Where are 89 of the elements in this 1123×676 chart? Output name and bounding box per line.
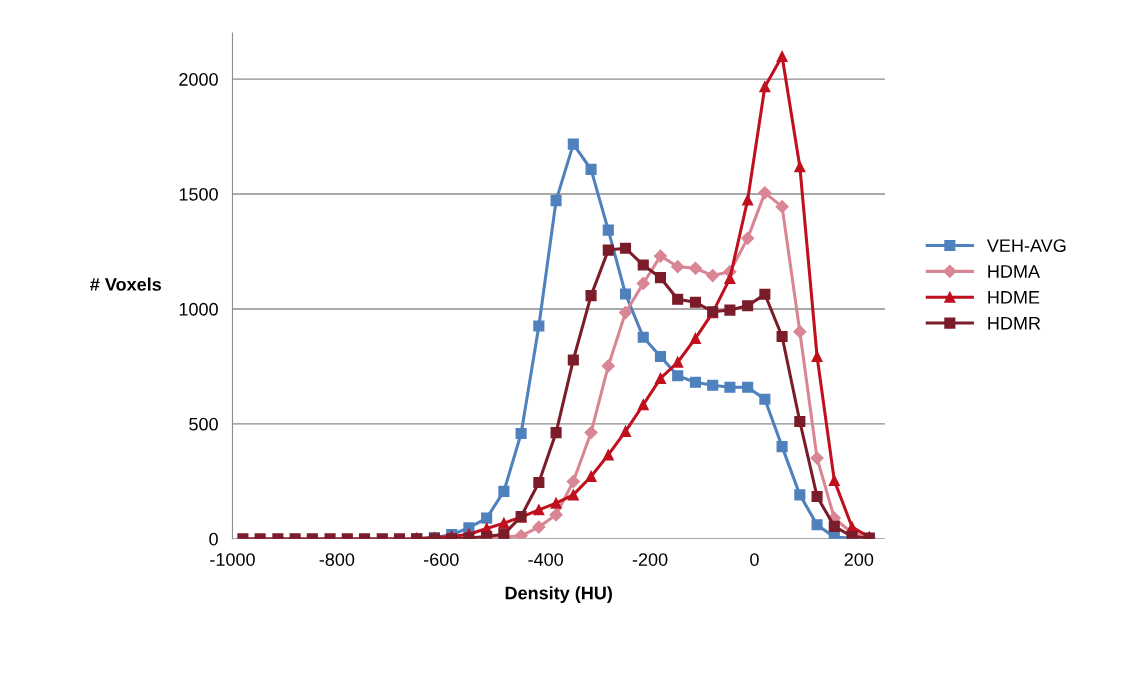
point	[775, 200, 789, 214]
point	[636, 276, 650, 291]
point	[793, 325, 807, 339]
point	[811, 490, 823, 503]
legend-label: VEH-AVG	[986, 239, 1066, 253]
x-tick-label: 0	[750, 553, 759, 566]
point	[533, 476, 545, 489]
point	[794, 161, 806, 173]
point	[550, 427, 562, 439]
point	[498, 517, 510, 529]
y-tick-label: 1500	[179, 187, 218, 201]
point	[794, 489, 806, 501]
point	[811, 519, 823, 531]
point	[707, 379, 719, 391]
point	[810, 451, 824, 465]
point	[618, 306, 633, 320]
point	[602, 244, 614, 256]
point	[585, 290, 597, 302]
x-tick-label: -200	[632, 553, 668, 566]
point	[637, 259, 649, 271]
point	[515, 427, 527, 440]
point	[514, 529, 528, 539]
point	[742, 381, 754, 393]
point	[828, 520, 840, 532]
point	[637, 331, 649, 343]
legend-label: HDME	[988, 291, 1040, 304]
point	[759, 393, 771, 405]
point	[672, 356, 684, 368]
legend-label: HDMA	[988, 265, 1040, 278]
point	[585, 163, 597, 175]
y-axis-title: # Voxels	[90, 277, 162, 291]
point	[776, 441, 788, 453]
point	[567, 138, 579, 150]
point	[619, 288, 632, 300]
point	[689, 296, 702, 308]
point	[706, 269, 720, 283]
point	[533, 504, 545, 516]
legend-label: HDMR	[988, 316, 1041, 330]
point	[566, 474, 580, 489]
point	[584, 425, 598, 440]
point	[619, 242, 632, 254]
point	[601, 359, 615, 373]
point	[672, 293, 684, 305]
point	[585, 470, 597, 483]
y-tick-label: 1000	[179, 302, 218, 316]
point	[741, 231, 755, 245]
point	[550, 195, 562, 207]
point	[654, 350, 667, 363]
point	[672, 370, 684, 382]
point	[653, 249, 668, 263]
y-tick-label: 0	[209, 532, 218, 546]
point	[688, 261, 703, 275]
point	[759, 81, 771, 93]
point	[689, 376, 702, 388]
point	[742, 194, 754, 206]
x-axis-title: Density (HU)	[505, 586, 612, 603]
point	[776, 330, 788, 343]
point	[549, 508, 563, 522]
point	[776, 50, 788, 62]
x-tick-label: -800	[319, 553, 355, 566]
point	[654, 372, 667, 384]
point	[567, 489, 579, 501]
point	[533, 320, 545, 332]
point	[671, 260, 685, 274]
x-tick-label: 200	[844, 553, 874, 566]
point	[724, 381, 736, 393]
point	[724, 304, 736, 316]
point	[724, 272, 736, 284]
point	[689, 332, 702, 344]
point	[637, 399, 649, 411]
point	[532, 520, 546, 534]
point	[654, 272, 667, 284]
x-tick-label: -600	[423, 553, 459, 566]
point	[828, 474, 840, 486]
y-tick-label: 500	[189, 417, 218, 431]
x-tick-label: -400	[528, 553, 564, 566]
point	[758, 186, 772, 200]
point	[602, 224, 614, 236]
point	[759, 288, 771, 300]
point	[602, 449, 614, 461]
point	[481, 512, 493, 524]
point	[498, 485, 510, 497]
point	[550, 497, 562, 509]
point	[742, 300, 754, 312]
x-tick-label: -1000	[210, 553, 255, 566]
y-tick-label: 2000	[179, 73, 218, 86]
point	[794, 415, 806, 428]
point	[619, 425, 632, 437]
point	[567, 354, 579, 366]
